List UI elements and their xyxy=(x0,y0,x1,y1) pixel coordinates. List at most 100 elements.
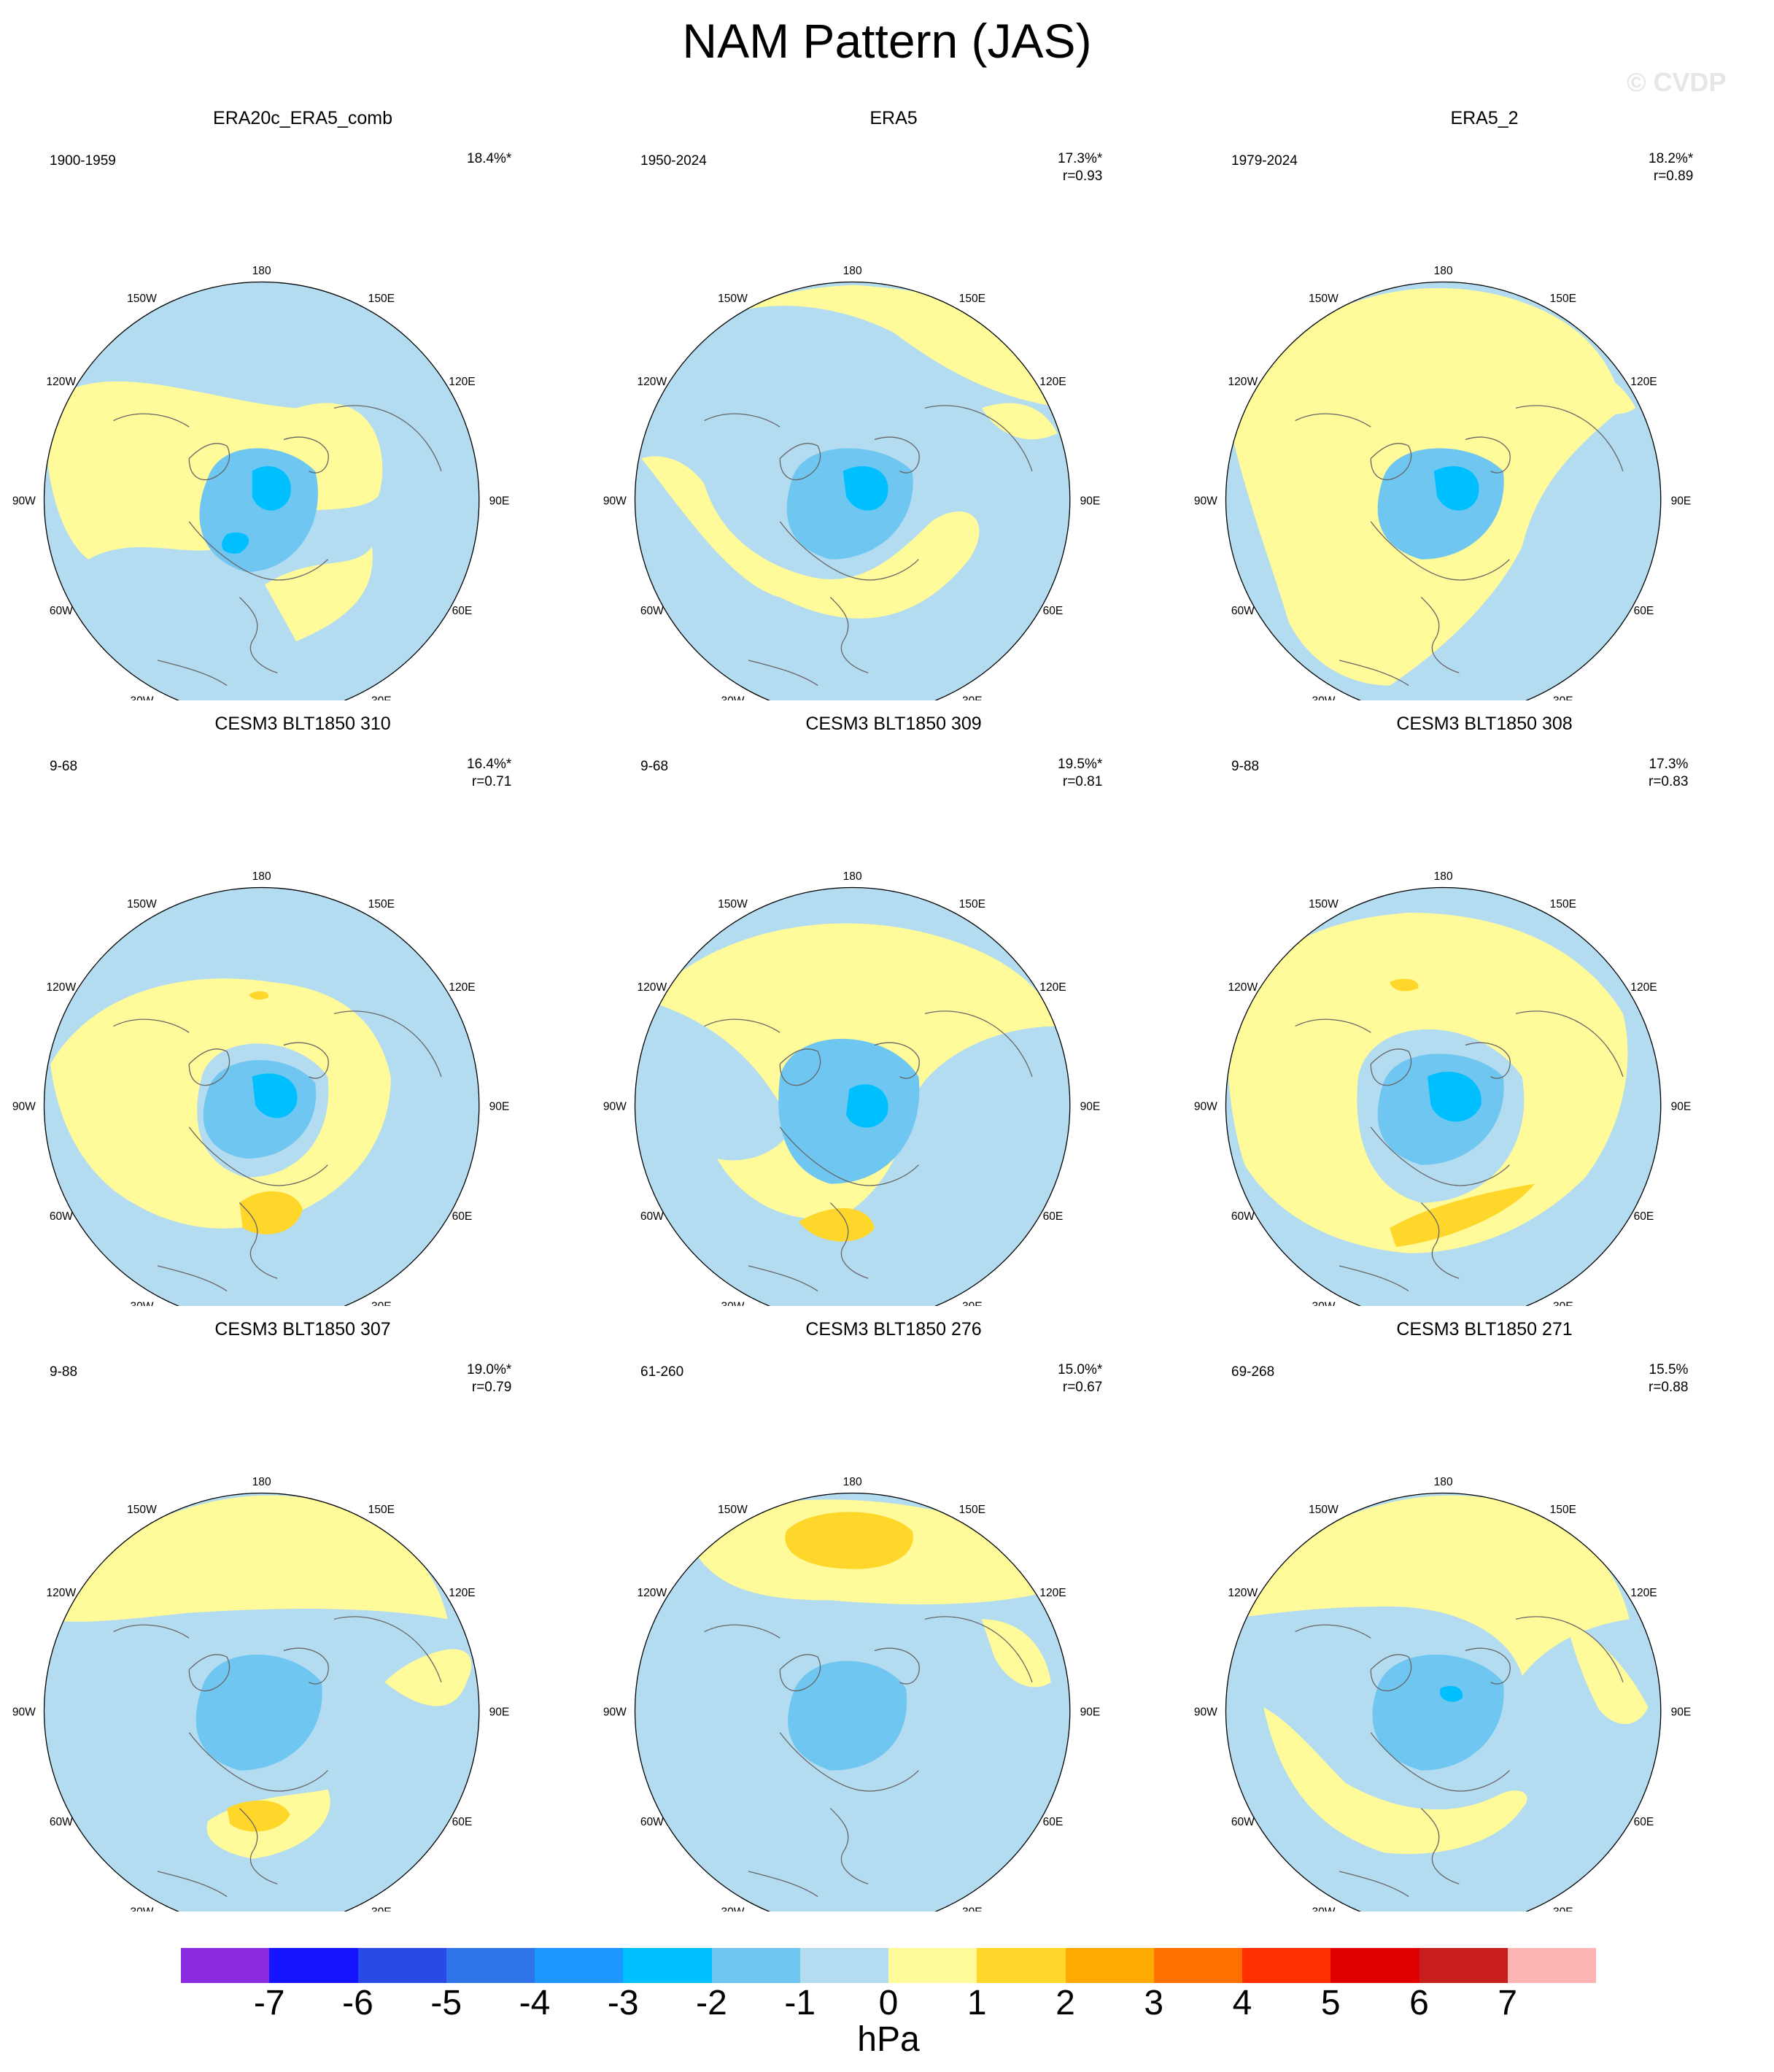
colorbar-box xyxy=(799,1948,888,1983)
colorbar-box xyxy=(977,1948,1066,1983)
coastline xyxy=(779,1732,919,1792)
longitude-label: 120E xyxy=(449,376,475,388)
pattern-correlation: r=0.79 xyxy=(471,1380,512,1395)
longitude-label: 150E xyxy=(368,898,395,911)
coastline xyxy=(1420,597,1460,673)
longitude-label: 180 xyxy=(843,1476,862,1488)
map-panel: 180150E120E90E60E30E030W60W90W120W150WER… xyxy=(0,108,512,700)
coastline xyxy=(188,443,231,481)
colorbar-tick-label: -3 xyxy=(607,1984,639,2022)
longitude-label: 30E xyxy=(1553,695,1573,700)
field-contour xyxy=(635,285,1070,409)
longitude-label: 90E xyxy=(489,1706,510,1719)
longitude-label: 90W xyxy=(12,1101,36,1113)
field-contour xyxy=(1225,1495,1630,1677)
longitude-label: 90W xyxy=(12,495,36,508)
colorbar-box xyxy=(1153,1948,1242,1983)
field-contour xyxy=(1566,1619,1649,1725)
longitude-label: 150W xyxy=(718,1504,748,1516)
field-contour xyxy=(846,1084,888,1128)
polar-map: 180150E120E90E60E30E030W60W90W120W150W xyxy=(1194,1476,1691,1911)
coastline xyxy=(924,1010,1033,1077)
variance-pct: 15.5% xyxy=(1649,1362,1689,1377)
longitude-label: 150W xyxy=(1309,898,1339,911)
field-contour xyxy=(249,991,268,1000)
coastline xyxy=(1420,1202,1460,1279)
variance-pct: 18.4%* xyxy=(467,151,512,166)
panel-title: CESM3 BLT1850 310 xyxy=(214,714,391,734)
longitude-label: 30E xyxy=(962,695,983,700)
coastline xyxy=(874,1647,920,1685)
longitude-label: 90E xyxy=(1671,1101,1692,1113)
coastline xyxy=(1370,1732,1510,1792)
panel-title: ERA5_2 xyxy=(1450,108,1519,128)
coastline xyxy=(829,1202,869,1279)
coastline xyxy=(157,660,228,687)
panel-period: 9-88 xyxy=(1231,759,1260,774)
longitude-label: 90W xyxy=(603,1101,627,1113)
field-contour xyxy=(981,403,1058,440)
coastline xyxy=(333,405,442,471)
longitude-label: 60E xyxy=(1634,1210,1654,1223)
colorbar-tick-label: 1 xyxy=(967,1984,987,2022)
longitude-label: 180 xyxy=(843,265,862,277)
panel-title: ERA5 xyxy=(869,108,918,128)
field-contour xyxy=(843,465,888,511)
panel-title: CESM3 BLT1850 309 xyxy=(805,714,982,734)
longitude-label: 120W xyxy=(1228,1587,1258,1599)
longitude-label: 60E xyxy=(452,1816,473,1828)
longitude-label: 120E xyxy=(449,1587,475,1599)
longitude-label: 120E xyxy=(449,981,475,994)
longitude-label: 30E xyxy=(962,1906,983,1911)
variance-pct: 16.4%* xyxy=(467,757,512,772)
longitude-label: 30W xyxy=(130,695,153,700)
colorbar-tick-label: -7 xyxy=(253,1984,285,2022)
coastline xyxy=(874,1042,920,1079)
longitude-label: 60W xyxy=(1231,1210,1255,1223)
coastline xyxy=(113,413,190,428)
field-contour xyxy=(384,1649,472,1706)
longitude-label: 120W xyxy=(1228,376,1258,388)
longitude-label: 30W xyxy=(721,1300,744,1306)
longitude-label: 90E xyxy=(1671,495,1692,508)
panel-period: 9-88 xyxy=(50,1364,78,1380)
polar-map: 180150E120E90E60E30E030W60W90W120W150W xyxy=(603,265,1101,700)
longitude-label: 180 xyxy=(1434,1476,1453,1488)
colorbar-box xyxy=(623,1948,712,1983)
polar-map: 180150E120E90E60E30E030W60W90W120W150W xyxy=(12,265,509,700)
colorbar-box xyxy=(711,1948,800,1983)
longitude-label: 90E xyxy=(1080,495,1101,508)
longitude-label: 30W xyxy=(1312,1906,1335,1911)
panel-period: 1900-1959 xyxy=(50,153,116,169)
coastline xyxy=(1465,1042,1511,1079)
coastline xyxy=(113,1624,190,1639)
colorbar-tick-label: 7 xyxy=(1498,1984,1518,2022)
colorbar-tick-label: 0 xyxy=(878,1984,899,2022)
field-contour xyxy=(1433,465,1479,511)
panel-title: CESM3 BLT1850 276 xyxy=(805,1319,982,1340)
pattern-correlation: r=0.81 xyxy=(1062,774,1103,789)
panel-title: CESM3 BLT1850 271 xyxy=(1396,1319,1573,1340)
coastline xyxy=(829,597,869,673)
polar-map: 180150E120E90E60E30E030W60W90W120W150W xyxy=(12,870,509,1306)
colorbar-box xyxy=(269,1948,358,1983)
pattern-correlation: r=0.93 xyxy=(1062,169,1103,184)
longitude-label: 150E xyxy=(959,1504,985,1516)
pattern-correlation: r=0.89 xyxy=(1653,169,1694,184)
coastline xyxy=(239,597,278,673)
map-outline xyxy=(1225,1492,1662,1911)
map-panel: 180150E120E90E60E30E030W60W90W120W150W CE… xyxy=(1182,1319,1692,1911)
pattern-correlation: r=0.67 xyxy=(1062,1380,1103,1395)
longitude-label: 150W xyxy=(1309,293,1339,305)
colorbar-tick-label: 3 xyxy=(1144,1984,1164,2022)
longitude-label: 90W xyxy=(1194,1101,1217,1113)
longitude-label: 30E xyxy=(371,1300,392,1306)
map-panel: 180150E120E90E60E30E030W60W90W120W150WCE… xyxy=(0,714,512,1306)
coastline xyxy=(188,1048,231,1086)
colorbar-tick-label: -2 xyxy=(696,1984,727,2022)
coastline xyxy=(1370,1654,1412,1692)
panel-stats: 15.5% r=0.88 xyxy=(1649,1361,1688,1396)
coastline xyxy=(113,1018,190,1033)
longitude-label: 120E xyxy=(1630,981,1657,994)
longitude-label: 60E xyxy=(452,605,473,617)
